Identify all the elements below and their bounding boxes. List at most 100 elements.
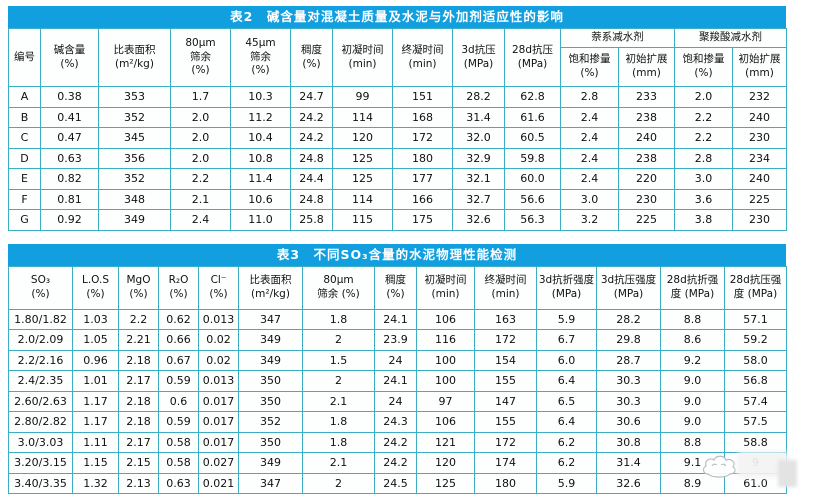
- column-header: 28d抗压强 度 (MPa): [724, 265, 787, 310]
- table-cell: 2.2: [170, 168, 231, 190]
- table-cell: 3.20/3.15: [8, 452, 73, 474]
- table-cell: 9.0: [660, 411, 725, 433]
- table-cell: 0.017: [198, 390, 239, 412]
- column-header: 3d抗压 (MPa): [452, 28, 505, 87]
- table-cell: 240: [732, 106, 787, 128]
- table-cell: 180: [474, 472, 537, 494]
- table-cell: 60.5: [504, 127, 561, 149]
- table-cell: 2.18: [118, 349, 159, 371]
- table-cell: 0.62: [158, 308, 199, 330]
- table-cell: 2.4: [560, 127, 619, 149]
- table-cell: 349: [238, 329, 303, 351]
- table-cell: F: [8, 188, 41, 210]
- table-cell: 154: [474, 349, 537, 371]
- table-cell: 345: [98, 127, 171, 149]
- table-cell: 0.63: [158, 472, 199, 494]
- column-group-header-polycarboxylate: 聚羧酸减水剂: [674, 28, 787, 48]
- table-cell: 9.1: [660, 452, 725, 474]
- table-cell: 2: [302, 329, 375, 351]
- table-cell: 220: [618, 168, 675, 190]
- table-cell: 0.41: [40, 106, 99, 128]
- table-cell: 9.0: [660, 370, 725, 392]
- table-cell: 31.4: [596, 452, 661, 474]
- table-cell: 120: [332, 127, 393, 149]
- table-cell: 32.6: [596, 472, 661, 494]
- table-cell: 0.6: [158, 390, 199, 412]
- table-cell: 0.96: [72, 349, 119, 371]
- table3-section: 表3 不同SO₃含量的水泥物理性能检测 SO₃ (%) L.O.S (%) Mg…: [8, 243, 787, 494]
- table-cell: 9: [724, 452, 787, 474]
- table-cell: 350: [238, 431, 303, 453]
- table-cell: 2.0: [170, 127, 231, 149]
- table-cell: 106: [416, 308, 475, 330]
- table-cell: 30.8: [596, 431, 661, 453]
- table-cell: 2.8: [560, 86, 619, 108]
- table-cell: 2.80/2.82: [8, 411, 73, 433]
- column-header: Cl⁻ (%): [198, 265, 239, 310]
- table-cell: 28.2: [596, 308, 661, 330]
- table-cell: 114: [332, 106, 393, 128]
- table-cell: 352: [98, 168, 171, 190]
- table-cell: 24.8: [290, 188, 333, 210]
- table-cell: 61.0: [724, 472, 787, 494]
- table-cell: 348: [98, 188, 171, 210]
- table-cell: 180: [392, 147, 453, 169]
- table-row: 2.0/2.09 1.05 2.21 0.66 0.02 349 2 23.9 116 172 6.…: [8, 329, 787, 351]
- table-cell: 6.4: [536, 411, 597, 433]
- table-cell: 2.4: [560, 168, 619, 190]
- table-cell: 9.0: [660, 390, 725, 412]
- table-cell: 106: [416, 411, 475, 433]
- table-cell: 155: [474, 370, 537, 392]
- table-cell: 120: [416, 452, 475, 474]
- table-cell: 1.80/1.82: [8, 308, 73, 330]
- table-cell: 5.9: [536, 308, 597, 330]
- table2-title-bar: 表2 碱含量对混凝土质量及水泥与外加剂适应性的影响: [8, 6, 786, 28]
- table-cell: 60.0: [504, 168, 561, 190]
- column-header: 45μm 筛余 (%): [230, 28, 291, 87]
- table-cell: 2.0: [170, 147, 231, 169]
- table-row: F 0.81 348 2.1 10.6 24.8 114 166 32.7 56.6 3.0 230 3…: [8, 188, 787, 210]
- table-cell: 174: [474, 452, 537, 474]
- table-cell: 1.8: [302, 411, 375, 433]
- table-cell: 0.81: [40, 188, 99, 210]
- table-cell: 61.6: [504, 106, 561, 128]
- table-cell: 175: [392, 209, 453, 231]
- table-cell: 0.021: [198, 472, 239, 494]
- table-cell: 2.2: [674, 127, 733, 149]
- column-header: 编号: [8, 28, 41, 87]
- table-cell: 2.0: [170, 106, 231, 128]
- column-subheader: 饱和掺量 (%): [674, 47, 733, 87]
- table-cell: 32.0: [452, 127, 505, 149]
- column-header: R₂O (%): [158, 265, 199, 310]
- table-cell: 2.1: [302, 390, 375, 412]
- table-cell: 1.8: [302, 308, 375, 330]
- table-cell: 99: [332, 86, 393, 108]
- table-cell: 2.15: [118, 452, 159, 474]
- table-cell: 166: [392, 188, 453, 210]
- table-cell: 10.3: [230, 86, 291, 108]
- table-cell: 3.6: [674, 188, 733, 210]
- table-cell: 8.8: [660, 431, 725, 453]
- table-cell: A: [8, 86, 41, 108]
- table-cell: 0.013: [198, 370, 239, 392]
- table-cell: 233: [618, 86, 675, 108]
- table-row: D 0.63 356 2.0 10.8 24.8 125 180 32.9 59.8 2.4 238 2…: [8, 147, 787, 169]
- column-header: 初凝时间 (min): [416, 265, 475, 310]
- table-cell: 1.32: [72, 472, 119, 494]
- table-cell: 6.4: [536, 370, 597, 392]
- table-cell: 0.02: [198, 329, 239, 351]
- table-cell: 30.3: [596, 390, 661, 412]
- table-cell: 24.2: [374, 431, 417, 453]
- table-cell: 0.02: [198, 349, 239, 371]
- table-row: 3.40/3.35 1.32 2.13 0.63 0.021 347 2 24.5 125 180…: [8, 472, 787, 494]
- table-cell: 0.67: [158, 349, 199, 371]
- table-cell: 2.0/2.09: [8, 329, 73, 351]
- column-header: 28d抗压 (MPa): [504, 28, 561, 87]
- table-cell: 0.92: [40, 209, 99, 231]
- table-cell: 352: [98, 106, 171, 128]
- column-header: 碱含量 (%): [40, 28, 99, 87]
- table-row: 2.2/2.16 0.96 2.18 0.67 0.02 349 1.5 24 100 154 6.…: [8, 349, 787, 371]
- table-cell: 29.8: [596, 329, 661, 351]
- table-cell: 125: [332, 168, 393, 190]
- column-header: 80μm 筛余 (%): [170, 28, 231, 87]
